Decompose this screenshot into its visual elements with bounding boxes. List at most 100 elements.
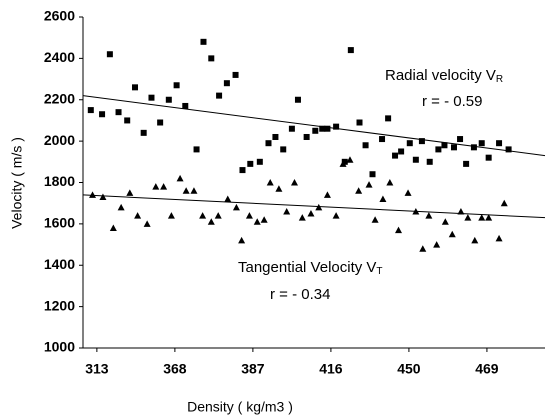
triangle-point: [182, 187, 190, 194]
triangle-point: [298, 214, 306, 221]
square-point: [157, 119, 164, 126]
triangle-point: [346, 156, 354, 163]
square-point: [347, 47, 354, 54]
y-tick-label: 1200: [44, 297, 75, 313]
triangle-point: [143, 220, 151, 227]
square-point: [333, 123, 340, 130]
x-tick-label: 416: [319, 361, 343, 377]
square-point: [450, 144, 457, 151]
triangle-point: [307, 210, 315, 217]
square-point: [256, 158, 263, 165]
square-point: [193, 146, 200, 153]
annotation-text: Tangential Velocity V: [238, 259, 376, 276]
square-point: [341, 158, 348, 165]
triangle-point: [448, 230, 456, 238]
square-point: [182, 102, 189, 109]
square-point: [288, 125, 295, 132]
triangle-point: [283, 207, 291, 215]
square-point: [303, 133, 310, 140]
triangle-point: [176, 174, 184, 182]
x-tick-label: 387: [241, 361, 265, 377]
x-tick-label: 313: [85, 361, 109, 377]
square-point: [148, 94, 155, 101]
square-point: [280, 146, 287, 153]
triangle-point: [355, 187, 363, 194]
triangle-point: [495, 234, 503, 242]
triangle-point: [339, 160, 347, 167]
trend-line: [82, 194, 546, 219]
triangle-point: [253, 218, 261, 225]
square-point: [496, 140, 503, 147]
square-point: [362, 142, 369, 149]
triangle-point: [126, 189, 134, 196]
triangle-point: [478, 214, 486, 221]
square-point: [200, 38, 207, 45]
square-point: [324, 125, 331, 132]
square-point: [312, 127, 319, 134]
triangle-point: [464, 214, 472, 221]
triangle-point: [500, 199, 508, 207]
triangle-point: [412, 207, 420, 215]
square-point: [392, 152, 399, 159]
triangle-point: [332, 212, 340, 219]
triangle-point: [379, 195, 387, 203]
square-point: [247, 160, 254, 167]
triangle-point: [290, 179, 298, 186]
square-point: [505, 146, 512, 153]
square-point: [239, 167, 246, 174]
square-point: [265, 140, 272, 147]
triangle-point: [365, 181, 373, 188]
y-tick-label: 2400: [44, 49, 75, 65]
square-point: [470, 144, 477, 151]
triangle-point: [471, 236, 479, 244]
square-point: [356, 119, 363, 126]
triangle-point: [199, 212, 207, 219]
y-axis-title: Velocity ( m/s ): [9, 137, 25, 229]
square-point: [124, 117, 131, 124]
triangle-point: [266, 179, 274, 186]
square-point: [485, 154, 492, 161]
triangle-point: [207, 218, 215, 225]
square-point: [463, 160, 470, 167]
annotation-text: Radial velocity V: [385, 67, 496, 84]
triangle-point: [395, 226, 403, 234]
triangle-point: [214, 212, 222, 219]
triangle-point: [109, 224, 117, 232]
triangle-point: [232, 203, 240, 211]
triangle-point: [386, 179, 394, 186]
annotation: Radial velocity VR: [385, 67, 503, 85]
square-point: [385, 115, 392, 122]
square-point: [208, 55, 215, 62]
triangle-point: [457, 207, 465, 215]
y-tick-label: 1600: [44, 215, 75, 231]
square-point: [319, 125, 326, 132]
triangle-point: [419, 245, 427, 252]
annotation: Tangential Velocity VT: [238, 259, 383, 277]
triangle-point: [238, 236, 246, 244]
square-point: [223, 80, 230, 87]
square-point: [216, 92, 223, 99]
triangle-point: [89, 191, 97, 198]
triangle-point: [134, 212, 142, 219]
square-point: [478, 140, 485, 147]
triangle-point: [245, 212, 253, 219]
triangle-point: [152, 183, 160, 190]
x-tick-label: 368: [163, 361, 187, 377]
y-tick-label: 1000: [44, 339, 75, 355]
triangle-point: [404, 189, 412, 196]
square-point: [173, 82, 180, 89]
annotation-subscript: R: [496, 74, 503, 85]
square-point: [232, 71, 239, 78]
annotation: r = - 0.59: [422, 93, 482, 110]
triangle-point: [260, 216, 268, 223]
triangle-point: [224, 195, 232, 203]
square-point: [426, 158, 433, 165]
triangle-point: [275, 185, 283, 192]
x-tick-label: 450: [397, 361, 421, 377]
square-point: [165, 96, 172, 103]
square-point: [99, 111, 106, 118]
square-point: [412, 156, 419, 163]
triangle-point: [433, 241, 441, 248]
